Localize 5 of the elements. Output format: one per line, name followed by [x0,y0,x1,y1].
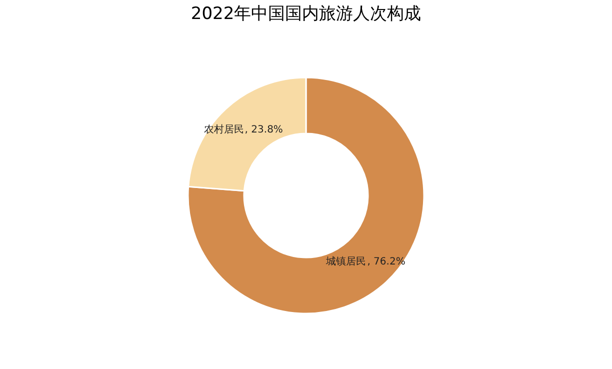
slice-label: 城镇居民 [325,255,366,268]
data-label: , 23.8% [244,124,283,136]
donut-slice [187,76,425,314]
chart-title: 2022年中国国内旅游人次构成 [190,4,422,24]
slice-label: 农村居民 [204,124,244,136]
